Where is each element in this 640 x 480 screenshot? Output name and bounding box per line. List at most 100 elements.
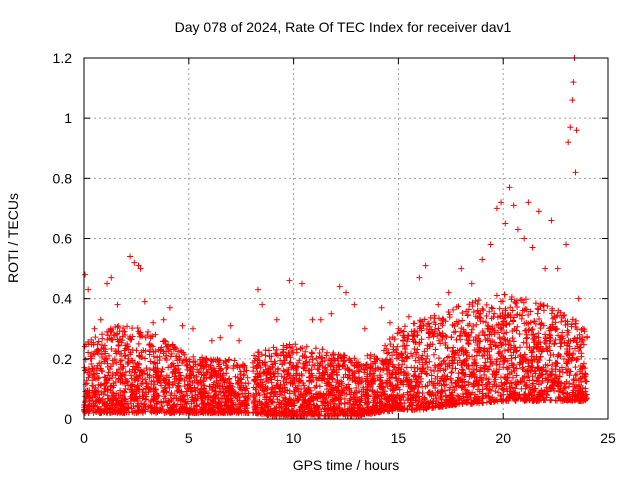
data-point: [325, 402, 332, 409]
data-point: [257, 384, 264, 391]
data-point: [226, 384, 233, 391]
data-point: [529, 331, 536, 338]
data-point: [563, 390, 570, 397]
data-point: [155, 346, 162, 353]
data-point: [204, 409, 211, 416]
data-point: [509, 307, 516, 314]
data-point: [165, 364, 172, 371]
data-point: [449, 365, 456, 372]
data-point: [343, 289, 349, 296]
data-point: [236, 384, 243, 391]
data-point: [314, 394, 321, 401]
data-point: [346, 372, 353, 379]
data-point: [512, 354, 519, 361]
data-point: [197, 362, 204, 369]
data-point: [583, 391, 590, 398]
data-point: [307, 411, 314, 418]
data-point: [397, 351, 404, 358]
data-point: [537, 325, 544, 332]
data-point: [236, 406, 243, 413]
data-point: [517, 353, 524, 360]
data-point: [266, 365, 273, 372]
data-point: [215, 400, 222, 407]
data-point: [220, 370, 227, 377]
data-point: [346, 387, 353, 394]
data-point: [136, 371, 143, 378]
data-point: [551, 314, 558, 321]
data-point: [570, 350, 577, 357]
data-point: [150, 319, 157, 326]
data-point: [113, 369, 120, 376]
data-point: [352, 389, 359, 396]
data-point: [544, 392, 551, 399]
y-tick-label: 0.2: [53, 351, 73, 367]
data-point: [374, 392, 381, 399]
data-point: [234, 362, 241, 369]
data-point: [490, 368, 497, 375]
data-point: [410, 390, 417, 397]
data-point: [394, 343, 401, 350]
data-point: [281, 389, 288, 396]
data-point: [372, 360, 379, 367]
data-point: [114, 324, 121, 331]
data-point: [175, 380, 182, 387]
data-point: [435, 402, 442, 409]
data-point: [386, 336, 393, 343]
data-point: [108, 274, 115, 281]
data-point: [466, 353, 473, 360]
data-point: [413, 351, 420, 358]
data-point: [281, 357, 288, 364]
y-axis-label: ROTI / TECUs: [5, 193, 21, 283]
data-point: [512, 397, 519, 404]
data-point: [220, 359, 227, 366]
data-point: [299, 352, 306, 359]
data-point: [117, 370, 124, 377]
data-point: [127, 253, 134, 260]
data-point: [526, 384, 533, 391]
data-point: [193, 373, 200, 380]
data-point: [191, 397, 198, 404]
data-point: [439, 336, 446, 343]
data-point: [98, 367, 105, 374]
data-point: [115, 366, 122, 373]
data-point: [496, 305, 503, 312]
data-point: [287, 399, 294, 406]
data-point: [489, 394, 496, 401]
data-point: [444, 373, 451, 380]
data-point: [330, 352, 337, 359]
data-point: [464, 312, 471, 319]
data-point: [463, 333, 470, 340]
data-point: [462, 349, 469, 356]
data-point: [85, 349, 92, 356]
data-point: [432, 375, 439, 382]
data-point: [476, 314, 483, 321]
data-point: [346, 356, 353, 363]
data-point: [251, 393, 258, 400]
data-point: [534, 395, 541, 402]
data-point: [318, 354, 325, 361]
data-point: [479, 328, 486, 335]
data-point: [349, 377, 356, 384]
data-point: [573, 339, 580, 346]
data-point: [558, 318, 565, 325]
data-point: [355, 380, 362, 387]
data-point: [144, 328, 151, 335]
data-point: [132, 407, 139, 414]
data-point: [227, 322, 234, 329]
data-point: [244, 374, 251, 381]
data-point: [479, 352, 486, 359]
data-point: [369, 403, 376, 410]
data-point: [570, 79, 577, 86]
data-point: [307, 374, 314, 381]
data-point: [239, 362, 246, 369]
data-point: [431, 362, 438, 369]
data-point: [394, 392, 401, 399]
data-point: [554, 312, 561, 319]
data-point: [195, 380, 202, 387]
data-point: [292, 341, 299, 348]
data-point: [464, 399, 471, 406]
data-point: [92, 334, 99, 341]
data-point: [501, 336, 508, 343]
data-point: [461, 358, 468, 365]
data-point: [117, 405, 124, 412]
